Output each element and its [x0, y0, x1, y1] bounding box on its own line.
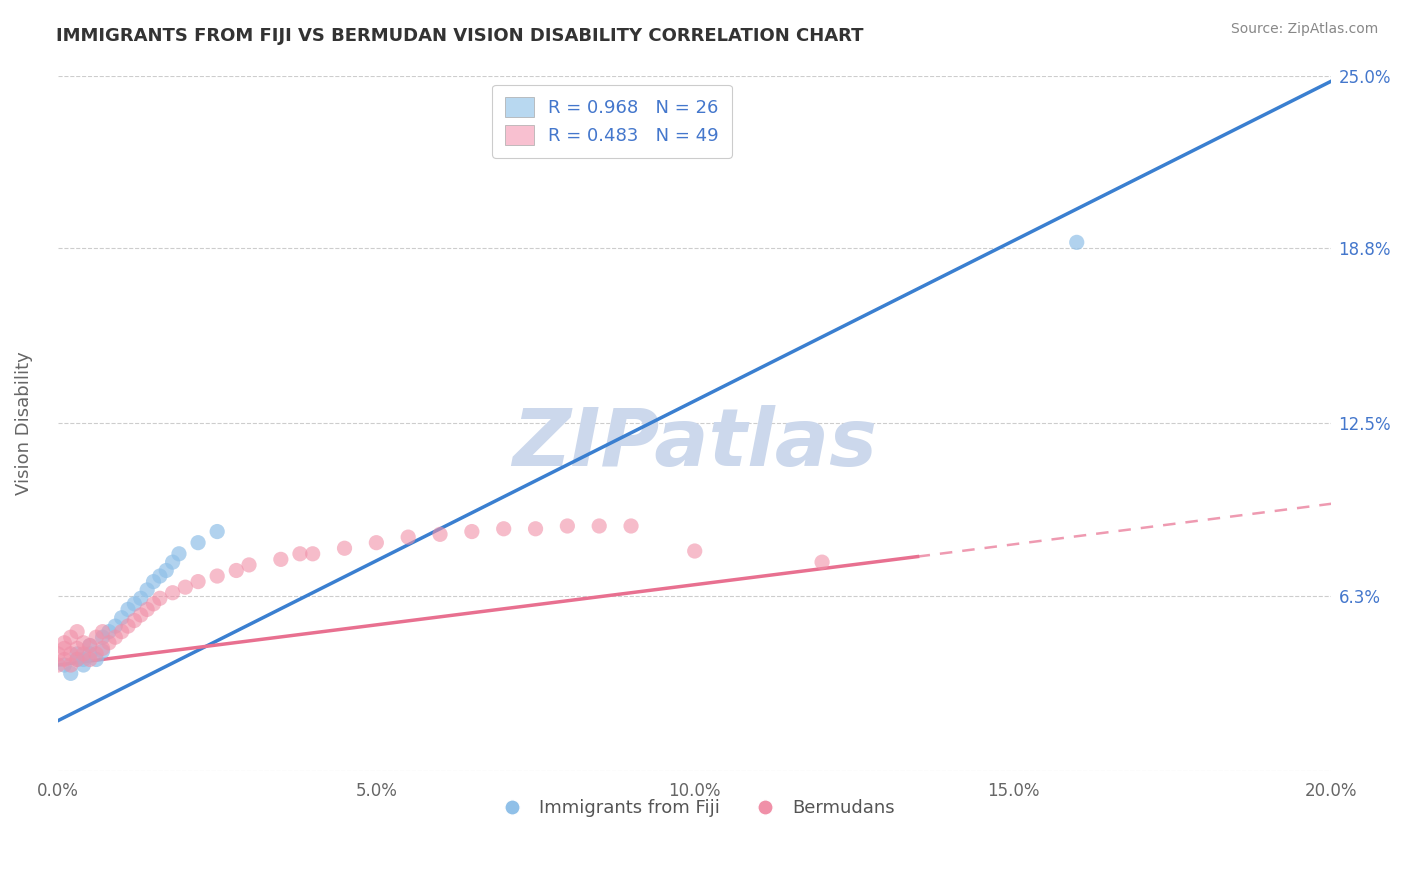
Point [79, 647, 101, 661]
Y-axis label: Vision Disability: Vision Disability [15, 351, 32, 495]
Point [53, 641, 76, 656]
Point [461, 524, 484, 539]
Legend: Immigrants from Fiji, Bermudans: Immigrants from Fiji, Bermudans [486, 792, 903, 824]
Point [162, 555, 184, 569]
Point [104, 630, 127, 644]
Point [162, 585, 184, 599]
Point [59, 658, 82, 673]
Point [149, 569, 172, 583]
Point [91, 641, 114, 656]
Point [205, 569, 228, 583]
Text: IMMIGRANTS FROM FIJI VS BERMUDAN VISION DISABILITY CORRELATION CHART: IMMIGRANTS FROM FIJI VS BERMUDAN VISION … [56, 27, 863, 45]
Point [91, 624, 114, 639]
Point [167, 547, 190, 561]
Text: ZIPatlas: ZIPatlas [512, 405, 877, 483]
Point [333, 541, 356, 556]
Point [117, 619, 139, 633]
Point [588, 519, 610, 533]
Point [104, 619, 127, 633]
Point [301, 547, 323, 561]
Point [155, 564, 177, 578]
Point [72, 658, 94, 673]
Point [66, 641, 89, 656]
Point [270, 552, 292, 566]
Point [124, 614, 146, 628]
Point [46, 647, 69, 661]
Point [187, 535, 209, 549]
Point [174, 580, 197, 594]
Point [91, 644, 114, 658]
Point [53, 652, 76, 666]
Point [79, 652, 101, 666]
Point [205, 524, 228, 539]
Point [136, 602, 159, 616]
Point [111, 624, 134, 639]
Point [97, 624, 120, 639]
Point [366, 535, 388, 549]
Point [557, 519, 579, 533]
Point [142, 597, 165, 611]
Point [111, 611, 134, 625]
Point [53, 658, 76, 673]
Point [117, 602, 139, 616]
Point [811, 555, 834, 569]
Point [97, 636, 120, 650]
Point [66, 652, 89, 666]
Point [492, 522, 515, 536]
Point [72, 647, 94, 661]
Point [142, 574, 165, 589]
Point [225, 564, 247, 578]
Point [79, 639, 101, 653]
Point [149, 591, 172, 606]
Point [129, 591, 152, 606]
Point [238, 558, 260, 572]
Point [91, 630, 114, 644]
Point [84, 630, 107, 644]
Point [53, 636, 76, 650]
Point [187, 574, 209, 589]
Point [59, 630, 82, 644]
Point [1066, 235, 1088, 250]
Point [66, 652, 89, 666]
Point [429, 527, 451, 541]
Point [79, 639, 101, 653]
Point [59, 647, 82, 661]
Point [59, 666, 82, 681]
Point [683, 544, 706, 558]
Point [72, 636, 94, 650]
Point [124, 597, 146, 611]
Point [136, 582, 159, 597]
Point [66, 647, 89, 661]
Point [524, 522, 547, 536]
Point [288, 547, 311, 561]
Point [84, 647, 107, 661]
Point [72, 652, 94, 666]
Point [129, 607, 152, 622]
Point [396, 530, 419, 544]
Point [46, 658, 69, 673]
Point [66, 624, 89, 639]
Point [84, 652, 107, 666]
Point [620, 519, 643, 533]
Text: Source: ZipAtlas.com: Source: ZipAtlas.com [1230, 22, 1378, 37]
